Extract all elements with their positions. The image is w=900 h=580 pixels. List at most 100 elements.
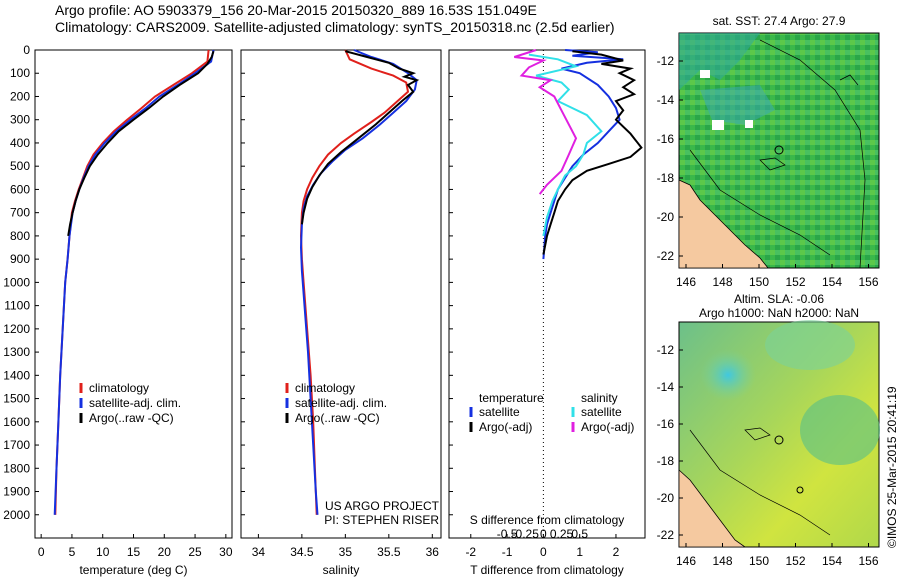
s-diff-tick-label: -0.5 — [497, 527, 518, 541]
lat-tick-label: -12 — [657, 343, 675, 357]
depth-tick-label: 1700 — [3, 438, 30, 452]
x-tick-label: 35.5 — [377, 545, 401, 559]
series-line-satellite-adj-clim- — [299, 49, 418, 515]
x-tick-label: 0 — [38, 545, 45, 559]
project-credit: PI: STEPHEN RISER — [324, 513, 439, 527]
argo-position-marker — [774, 435, 784, 445]
sst-map — [678, 32, 880, 269]
lon-tick-label: 154 — [822, 554, 842, 568]
lon-tick-label: 146 — [676, 275, 696, 289]
x-tick-label: 0 — [540, 545, 547, 559]
s-diff-tick-label: 0 — [540, 527, 547, 541]
lat-tick-label: -14 — [657, 93, 675, 107]
series-line-climatology — [299, 49, 410, 515]
series-line-t-argo-adj- — [542, 50, 643, 255]
lon-tick-label: 150 — [749, 554, 769, 568]
x-tick-label: -2 — [465, 545, 476, 559]
lat-tick-label: -14 — [657, 380, 675, 394]
sst-shelf-contour — [689, 149, 831, 256]
series-line-argo-raw-qc- — [300, 50, 420, 225]
sla-anomaly — [800, 395, 880, 465]
legend-label: Argo(-adj) — [479, 420, 532, 434]
legend-label: Argo(..raw -QC) — [295, 411, 380, 425]
depth-tick-label: 1100 — [4, 299, 30, 313]
depth-tick-label: 1000 — [3, 275, 30, 289]
legend-label: satellite — [479, 405, 520, 419]
lat-tick-label: -22 — [657, 249, 675, 263]
temperature-panel: 0 5 10 15 20 25 30 temperature (deg C) climatolo… — [38, 49, 233, 577]
legend-label: climatology — [89, 381, 149, 395]
sst-coastline — [678, 179, 769, 269]
sla-coastline — [678, 469, 747, 548]
sst-missing-pixel — [712, 120, 724, 130]
lon-tick-label: 148 — [712, 275, 732, 289]
series-line-argo-raw-qc- — [67, 50, 215, 237]
climatology-title: Climatology: CARS2009. Satellite-adjuste… — [55, 19, 615, 35]
x-axis-label: T difference from climatology — [470, 563, 624, 577]
lon-tick-label: 148 — [712, 554, 732, 568]
x-tick-label: 20 — [158, 545, 172, 559]
x-tick-label: 36 — [426, 545, 440, 559]
lon-tick-label: 152 — [785, 275, 805, 289]
s-diff-axis-label: S difference from climatology — [470, 513, 625, 527]
lon-tick-label: 156 — [858, 554, 878, 568]
lat-tick-label: -18 — [657, 454, 675, 468]
legend-label: satellite-adj. clim. — [295, 396, 387, 410]
x-tick-label: 30 — [219, 545, 233, 559]
x-tick-label: 1 — [576, 545, 583, 559]
sst-map-title: sat. SST: 27.4 Argo: 27.9 — [713, 14, 846, 28]
sst-missing-pixel — [700, 70, 710, 78]
legend-title-temperature: temperature — [479, 391, 544, 405]
sst-cool-patch — [700, 85, 775, 125]
sla-map — [678, 320, 880, 548]
x-tick-label: 5 — [69, 545, 76, 559]
depth-tick-label: 700 — [10, 206, 30, 220]
lon-tick-label: 150 — [749, 275, 769, 289]
depth-tick-label: 800 — [10, 229, 30, 243]
depth-tick-label: 400 — [10, 136, 30, 150]
depth-tick-label: 600 — [10, 182, 30, 196]
salinity-panel: 34 34.5 35 35.5 36 salinity climatologysatelli… — [252, 49, 440, 577]
map-axes: sat. SST: 27.4 Argo: 27.9 Altim. SLA: -0.… — [657, 14, 879, 568]
lat-tick-label: -20 — [657, 491, 675, 505]
lon-tick-label: 146 — [676, 554, 696, 568]
sla-reef — [796, 486, 804, 494]
argo-position-marker — [774, 145, 784, 155]
lon-tick-label: 154 — [822, 275, 842, 289]
series-line-s-argo-adj- — [513, 49, 578, 195]
sst-missing-pixel — [745, 120, 753, 128]
sst-reef-contour — [759, 39, 866, 269]
copyright-stamp: ©IMOS 25-Mar-2015 20:41:19 — [885, 386, 899, 548]
sla-map-subtitle: Argo h1000: NaN h2000: NaN — [699, 306, 859, 320]
depth-tick-label: 900 — [10, 252, 30, 266]
depth-tick-label: 300 — [10, 113, 30, 127]
x-tick-label: 34.5 — [290, 545, 314, 559]
project-credit: US ARGO PROJECT — [325, 499, 440, 513]
depth-tick-label: 1400 — [3, 368, 30, 382]
x-tick-label: 15 — [127, 545, 141, 559]
lat-tick-label: -20 — [657, 210, 675, 224]
sla-low-anomaly — [700, 349, 756, 401]
lon-tick-label: 152 — [785, 554, 805, 568]
sla-shelf-contour — [689, 429, 831, 536]
depth-tick-label: 1900 — [3, 485, 30, 499]
sla-reef — [744, 427, 771, 441]
profile-title: Argo profile: AO 5903379_156 20-Mar-2015… — [55, 2, 537, 18]
x-tick-label: 34 — [252, 545, 266, 559]
depth-tick-label: 1300 — [3, 345, 30, 359]
s-diff-tick-label: -0.25 — [512, 527, 540, 541]
legend-label: climatology — [295, 381, 355, 395]
legend-label: satellite-adj. clim. — [89, 396, 181, 410]
x-tick-label: 2 — [613, 545, 620, 559]
sst-cool-patch — [679, 33, 760, 90]
sst-reef — [839, 74, 859, 86]
depth-tick-label: 0 — [23, 43, 30, 57]
lat-tick-label: -18 — [657, 171, 675, 185]
lat-tick-label: -12 — [657, 54, 675, 68]
x-tick-label: 25 — [188, 545, 202, 559]
x-axis-label: temperature (deg C) — [79, 563, 187, 577]
depth-tick-label: 1800 — [3, 461, 30, 475]
x-tick-label: 35 — [339, 545, 353, 559]
depth-tick-label: 1200 — [3, 322, 30, 336]
